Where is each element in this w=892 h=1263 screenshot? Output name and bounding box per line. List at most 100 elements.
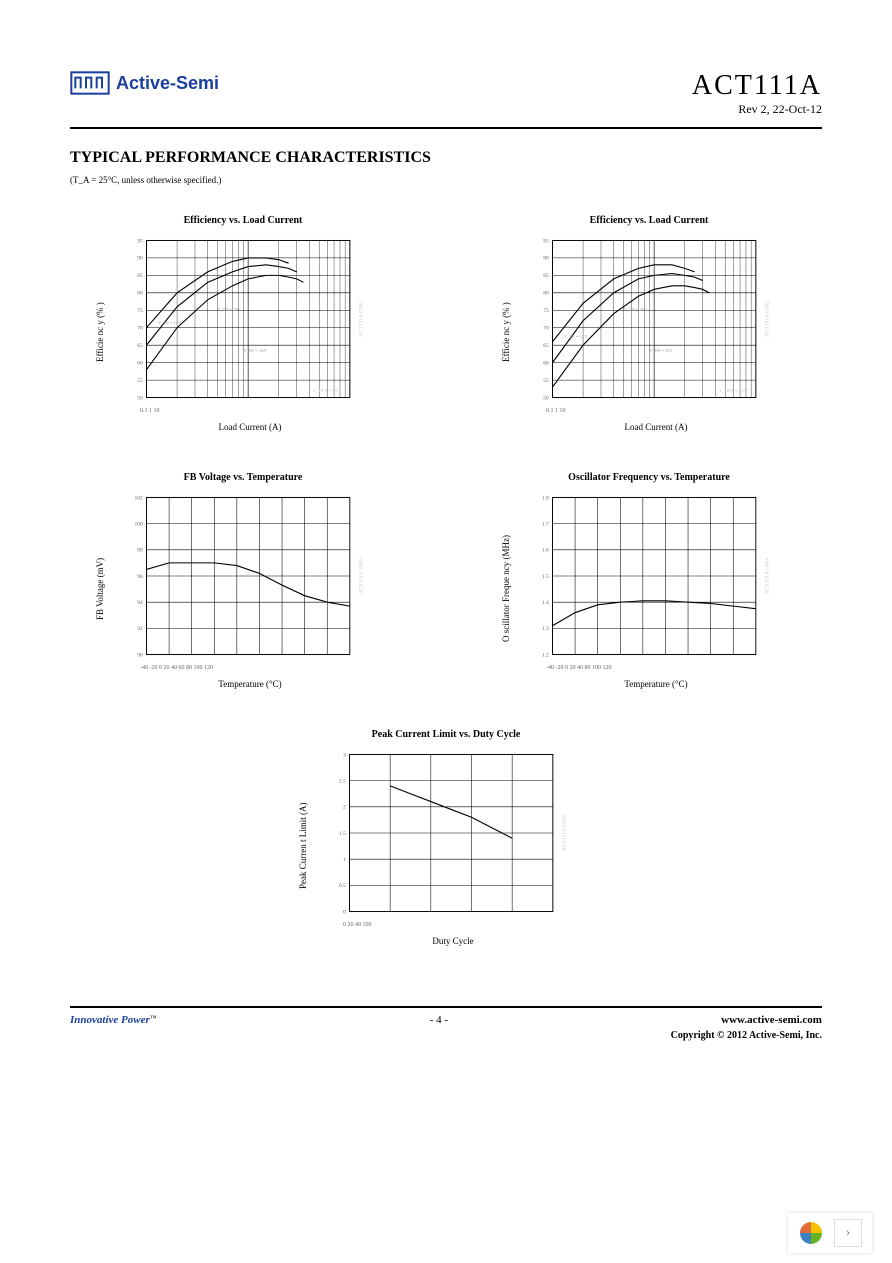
svg-text:1.6: 1.6: [542, 548, 549, 554]
company-logo: Active-Semi: [70, 70, 219, 96]
svg-text:65: 65: [543, 343, 549, 349]
logo-icon: [70, 70, 110, 96]
chart-eff2: Efficiency vs. Load Current Efficie nc y…: [499, 215, 799, 432]
plot-svg: 1.2 1.3 1.4 1.5 1.6 1.7 1.8 ACT111A G004: [534, 489, 778, 663]
svg-text:55: 55: [137, 378, 143, 384]
y-axis-label: Efficie nc y (% ): [93, 232, 107, 432]
x-tick-labels: -40 -20 0 20 40 60 80 100 120: [140, 663, 360, 671]
svg-text:70: 70: [543, 326, 549, 332]
svg-text:85: 85: [137, 273, 143, 279]
svg-text:90: 90: [137, 652, 143, 658]
svg-text:1.5: 1.5: [339, 831, 346, 837]
chart-title: FB Voltage vs. Temperature: [93, 472, 393, 483]
svg-text:60: 60: [137, 360, 143, 366]
svg-text:V_OUT = 5V: V_OUT = 5V: [313, 388, 339, 393]
footer-url: www.active-semi.com: [721, 1014, 822, 1026]
footer-copyright: Copyright © 2012 Active-Semi, Inc.: [70, 1030, 822, 1041]
svg-text:90: 90: [543, 256, 549, 262]
svg-text:96: 96: [137, 574, 143, 580]
svg-text:2.5: 2.5: [339, 778, 346, 784]
svg-text:V_IN = 16V: V_IN = 16V: [243, 348, 267, 353]
svg-text:85: 85: [543, 273, 549, 279]
footer-left: Innovative Power™: [70, 1014, 157, 1026]
chart-eff1: Efficiency vs. Load Current Efficie nc y…: [93, 215, 393, 432]
svg-text:98: 98: [137, 548, 143, 554]
svg-text:65: 65: [137, 343, 143, 349]
x-axis-label: Temperature (°C): [218, 679, 281, 689]
y-axis-label: FB Voltage (mV): [93, 489, 107, 689]
svg-text:ACT111A G002: ACT111A G002: [765, 301, 771, 338]
condition-note: (T_A = 25°C, unless otherwise specified.…: [70, 175, 822, 185]
svg-text:ACT111A G004: ACT111A G004: [765, 558, 771, 595]
svg-text:0.5: 0.5: [339, 883, 346, 889]
svg-text:102: 102: [134, 495, 143, 501]
svg-text:92: 92: [137, 626, 143, 632]
logo-text: Active-Semi: [116, 73, 219, 94]
svg-text:95: 95: [543, 238, 549, 244]
chart-title: Efficiency vs. Load Current: [499, 215, 799, 226]
chart-title: Peak Current Limit vs. Duty Cycle: [296, 729, 596, 740]
svg-text:55: 55: [543, 378, 549, 384]
plot-svg: 0 0.5 1 1.5 2 2.5 3 ACT111A G005: [331, 746, 575, 920]
chevron-right-icon[interactable]: ›: [834, 1219, 862, 1247]
plot-svg: 50 55 60 65 70 75 80 85 90 95 ACT111A G002 V_IN =…: [534, 232, 778, 406]
x-axis-label: Duty Cycle: [432, 936, 473, 946]
svg-text:60: 60: [543, 360, 549, 366]
svg-text:1.8: 1.8: [542, 495, 549, 501]
svg-text:3: 3: [343, 752, 346, 758]
x-axis-label: Load Current (A): [219, 422, 282, 432]
x-tick-labels: -40 -20 0 20 40 80 100 120: [546, 663, 766, 671]
svg-text:V_IN = 24V: V_IN = 24V: [624, 306, 648, 311]
svg-text:75: 75: [543, 308, 549, 314]
svg-text:1.2: 1.2: [542, 652, 549, 658]
x-axis-label: Temperature (°C): [624, 679, 687, 689]
page-nav-widget[interactable]: ›: [788, 1213, 872, 1253]
y-axis-label: Peak Curren t Limit (A): [296, 746, 310, 946]
chart-title: Oscillator Frequency vs. Temperature: [499, 472, 799, 483]
svg-text:50: 50: [543, 395, 549, 401]
section-title: TYPICAL PERFORMANCE CHARACTERISTICS: [70, 149, 822, 167]
plot-svg: 90 92 94 96 98 100 102 ACT111A G003: [128, 489, 372, 663]
svg-text:1.4: 1.4: [542, 600, 549, 606]
svg-text:2: 2: [343, 805, 346, 811]
part-block: ACT111A Rev 2, 22-Oct-12: [692, 70, 822, 117]
svg-text:90: 90: [137, 256, 143, 262]
datasheet-page: Active-Semi ACT111A Rev 2, 22-Oct-12 TYP…: [0, 0, 892, 1081]
y-axis-label: Efficie nc y (% ): [499, 232, 513, 432]
chart-fbvt: FB Voltage vs. Temperature FB Voltage (m…: [93, 472, 393, 689]
pinwheel-icon: [798, 1220, 824, 1246]
svg-text:50: 50: [137, 395, 143, 401]
svg-text:ACT111A G003: ACT111A G003: [359, 558, 365, 595]
chart-title: Efficiency vs. Load Current: [93, 215, 393, 226]
svg-text:1.5: 1.5: [542, 574, 549, 580]
charts-grid: Efficiency vs. Load Current Efficie nc y…: [70, 215, 822, 946]
svg-text:V_IN = 16V: V_IN = 16V: [649, 348, 673, 353]
svg-text:V_OUT = 3.3V: V_OUT = 3.3V: [719, 388, 749, 393]
svg-text:70: 70: [137, 326, 143, 332]
plot-svg: 50 55 60 65 70 75 80 85 90 95 ACT111A G001 V_IN =…: [128, 232, 372, 406]
svg-text:80: 80: [137, 291, 143, 297]
x-axis-label: Load Current (A): [625, 422, 688, 432]
svg-text:0: 0: [343, 909, 346, 915]
chart-oscvt: Oscillator Frequency vs. Temperature O s…: [499, 472, 799, 689]
chart-pclvd: Peak Current Limit vs. Duty Cycle Peak C…: [296, 729, 596, 946]
svg-text:V_IN = 24V: V_IN = 24V: [218, 306, 242, 311]
svg-text:V_IN = 12V: V_IN = 12V: [564, 334, 588, 339]
svg-text:ACT111A G001: ACT111A G001: [359, 301, 365, 338]
svg-text:1.7: 1.7: [542, 521, 549, 527]
footer-page-number: - 4 -: [430, 1014, 448, 1026]
svg-text:100: 100: [134, 521, 143, 527]
page-header: Active-Semi ACT111A Rev 2, 22-Oct-12: [70, 70, 822, 129]
svg-text:V_IN = 12V: V_IN = 12V: [158, 320, 182, 325]
part-number: ACT111A: [692, 70, 822, 102]
svg-text:ACT111A G005: ACT111A G005: [562, 815, 568, 852]
revision-line: Rev 2, 22-Oct-12: [692, 102, 822, 117]
x-tick-labels: 0.1 1 10: [546, 406, 766, 414]
svg-text:95: 95: [137, 238, 143, 244]
svg-text:1.3: 1.3: [542, 626, 549, 632]
svg-text:75: 75: [137, 308, 143, 314]
svg-text:94: 94: [137, 600, 143, 606]
svg-text:1: 1: [343, 857, 346, 863]
x-tick-labels: 0 20 40 100: [343, 920, 563, 928]
svg-text:80: 80: [543, 291, 549, 297]
